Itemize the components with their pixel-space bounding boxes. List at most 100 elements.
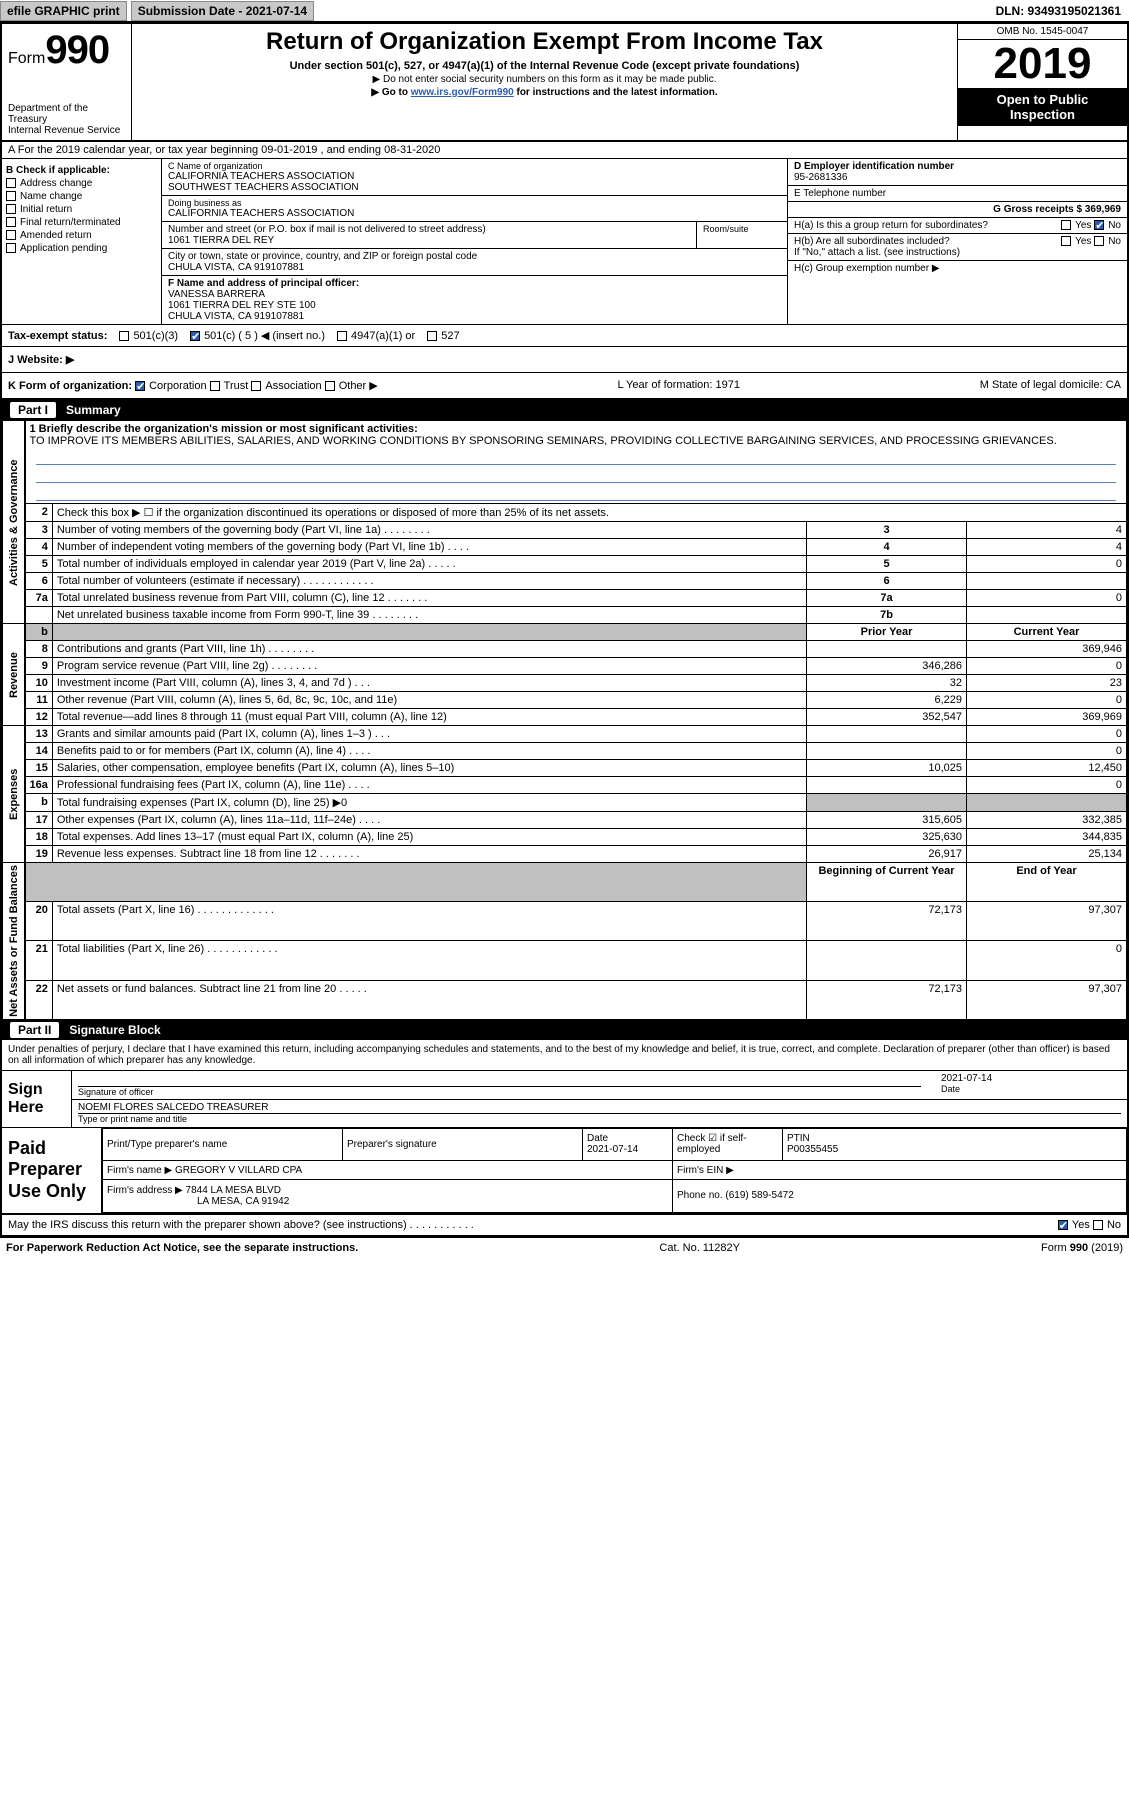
form-header: Form990 Department of the Treasury Inter…: [2, 24, 1127, 142]
side-expenses: Expenses: [3, 726, 25, 863]
part-I-header: Part ISummary: [2, 400, 1127, 420]
checkbox-trust[interactable]: [210, 381, 220, 391]
footer-left: For Paperwork Reduction Act Notice, see …: [6, 1242, 358, 1254]
firm-addr2: LA MESA, CA 91942: [107, 1196, 289, 1207]
col-boy: Beginning of Current Year: [807, 863, 967, 902]
topbar: efile GRAPHIC print Submission Date - 20…: [0, 0, 1129, 22]
line-7b-value: [967, 607, 1127, 624]
checkbox-Ha-no[interactable]: [1094, 220, 1104, 230]
block-I-tax-status: Tax-exempt status: 501(c)(3) 501(c) ( 5 …: [2, 325, 1127, 347]
checkbox-discuss-no[interactable]: [1093, 1220, 1103, 1230]
checkbox-Hb-no[interactable]: [1094, 236, 1104, 246]
line-7a-value: 0: [967, 590, 1127, 607]
summary-table: Activities & Governance 1 Briefly descri…: [2, 420, 1127, 1020]
prep-date: 2021-07-14: [587, 1144, 668, 1155]
paid-preparer: Paid Preparer Use Only Print/Type prepar…: [2, 1128, 1127, 1215]
checkbox-initial-return[interactable]: [6, 204, 16, 214]
line-1-label: 1 Briefly describe the organization's mi…: [30, 423, 1123, 435]
checkbox-other[interactable]: [325, 381, 335, 391]
side-revenue: Revenue: [3, 624, 25, 726]
part-II-header: Part IISignature Block: [2, 1020, 1127, 1040]
block-D: D Employer identification number 95-2681…: [788, 159, 1127, 186]
header-left: Form990 Department of the Treasury Inter…: [2, 24, 132, 140]
firm-name: GREGORY V VILLARD CPA: [175, 1165, 302, 1176]
tax-year: 2019: [958, 40, 1127, 88]
ptin: P00355455: [787, 1144, 1122, 1155]
checkbox-corp[interactable]: [135, 381, 145, 391]
checkbox-pending[interactable]: [6, 243, 16, 253]
block-Hc: H(c) Group exemption number ▶: [788, 261, 1127, 276]
side-net-assets: Net Assets or Fund Balances: [3, 863, 25, 1020]
form-title: Return of Organization Exempt From Incom…: [140, 28, 949, 56]
block-A: A For the 2019 calendar year, or tax yea…: [2, 142, 1127, 159]
submission-date: Submission Date - 2021-07-14: [131, 1, 314, 21]
firm-phone: Phone no. (619) 589-5472: [677, 1190, 794, 1201]
sign-date: 2021-07-14: [941, 1073, 1121, 1084]
checkbox-amended[interactable]: [6, 230, 16, 240]
open-to-public: Open to Public Inspection: [958, 88, 1127, 126]
line-4-value: 4: [967, 539, 1127, 556]
block-Ha: H(a) Is this a group return for subordin…: [788, 218, 1127, 234]
blocks-D-E-G-H: D Employer identification number 95-2681…: [787, 159, 1127, 324]
declaration: Under penalties of perjury, I declare th…: [2, 1040, 1127, 1071]
footer-right: Form 990 (2019): [1041, 1242, 1123, 1254]
checkbox-final-return[interactable]: [6, 217, 16, 227]
checkbox-discuss-yes[interactable]: [1058, 1220, 1068, 1230]
block-C-dba: Doing business as CALIFORNIA TEACHERS AS…: [162, 196, 787, 222]
line-8-current: 369,946: [967, 641, 1127, 658]
officer-name-title: NOEMI FLORES SALCEDO TREASURER: [78, 1102, 1121, 1113]
line-3-value: 4: [967, 522, 1127, 539]
dept-1: Department of the Treasury: [8, 103, 125, 125]
B-label: B Check if applicable:: [6, 165, 157, 176]
mission: TO IMPROVE ITS MEMBERS ABILITIES, SALARI…: [30, 435, 1123, 447]
line-9-prior: 346,286: [807, 658, 967, 675]
block-B: B Check if applicable: Address change Na…: [2, 159, 162, 324]
checkbox-assoc[interactable]: [251, 381, 261, 391]
block-G: G Gross receipts $ 369,969: [788, 202, 1127, 218]
checkbox-501c3[interactable]: [119, 331, 129, 341]
checkbox-address-change[interactable]: [6, 178, 16, 188]
block-J-website: J Website: ▶: [2, 347, 1127, 373]
dba: CALIFORNIA TEACHERS ASSOCIATION: [168, 208, 781, 219]
blocks-B-through-H: B Check if applicable: Address change Na…: [2, 159, 1127, 325]
omb: OMB No. 1545-0047: [958, 24, 1127, 40]
officer-addr2: CHULA VISTA, CA 919107881: [168, 311, 781, 322]
block-K: K Form of organization: Corporation Trus…: [2, 373, 1127, 400]
checkbox-527[interactable]: [427, 331, 437, 341]
block-L: L Year of formation: 1971: [617, 379, 740, 392]
form-word: Form: [8, 50, 45, 67]
line-5-value: 0: [967, 556, 1127, 573]
footer-mid: Cat. No. 11282Y: [659, 1242, 740, 1254]
block-F: F Name and address of principal officer:…: [162, 276, 787, 324]
org-name-1: CALIFORNIA TEACHERS ASSOCIATION: [168, 171, 781, 182]
street: 1061 TIERRA DEL REY: [168, 235, 690, 246]
firm-addr1: 7844 LA MESA BLVD: [186, 1185, 281, 1196]
officer-addr1: 1061 TIERRA DEL REY STE 100: [168, 300, 781, 311]
form-990: Form990 Department of the Treasury Inter…: [0, 22, 1129, 1238]
checkbox-Ha-yes[interactable]: [1061, 220, 1071, 230]
note-1: ▶ Do not enter social security numbers o…: [140, 74, 949, 85]
col-current: Current Year: [967, 624, 1127, 641]
checkbox-4947[interactable]: [337, 331, 347, 341]
checkbox-name-change[interactable]: [6, 191, 16, 201]
checkbox-501c[interactable]: [190, 331, 200, 341]
block-C-name: C Name of organization CALIFORNIA TEACHE…: [162, 159, 787, 196]
line-12-current: 369,969: [967, 709, 1127, 726]
block-M: M State of legal domicile: CA: [980, 379, 1121, 392]
footer: For Paperwork Reduction Act Notice, see …: [0, 1238, 1129, 1258]
self-employed-check: Check ☑ if self-employed: [677, 1133, 778, 1155]
form-subtitle: Under section 501(c), 527, or 4947(a)(1)…: [140, 60, 949, 72]
form-number: 990: [45, 28, 109, 72]
checkbox-Hb-yes[interactable]: [1061, 236, 1071, 246]
line-6-value: [967, 573, 1127, 590]
line-2: Check this box ▶ ☐ if the organization d…: [52, 504, 1126, 522]
block-C-city: City or town, state or province, country…: [162, 249, 787, 276]
block-Hb: H(b) Are all subordinates included? Yes …: [788, 234, 1127, 261]
irs-link[interactable]: www.irs.gov/Form990: [411, 87, 514, 98]
block-C-street: Number and street (or P.O. box if mail i…: [162, 222, 787, 249]
org-name-2: SOUTHWEST TEACHERS ASSOCIATION: [168, 182, 781, 193]
side-governance: Activities & Governance: [3, 421, 25, 624]
dln: DLN: 93493195021361: [988, 2, 1129, 20]
col-eoy: End of Year: [967, 863, 1127, 902]
sign-here: Sign Here Signature of officer 2021-07-1…: [2, 1071, 1127, 1128]
